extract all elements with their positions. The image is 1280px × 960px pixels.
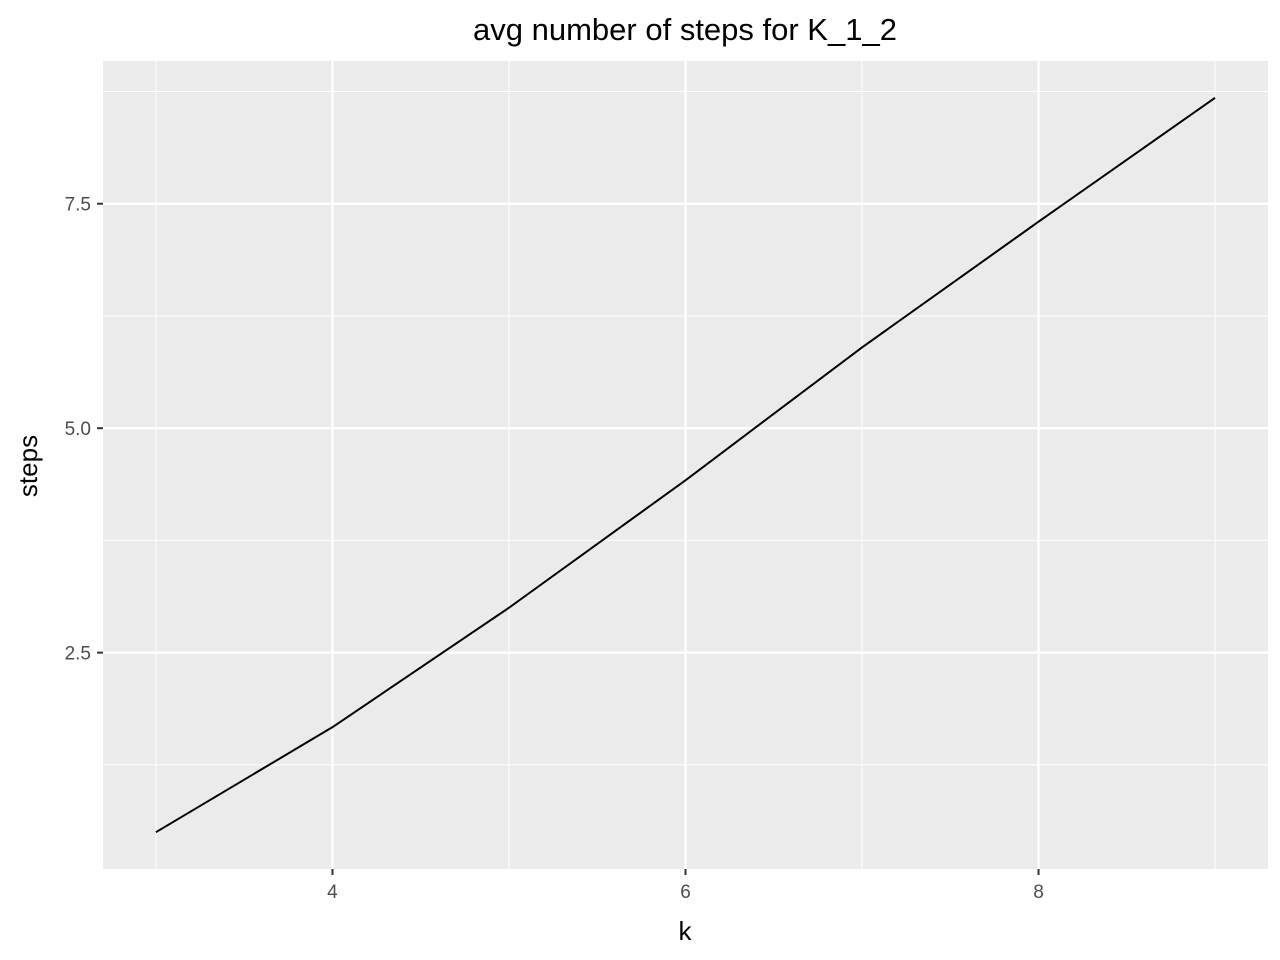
y-tick-label: 7.5 bbox=[65, 195, 91, 216]
x-axis: 4 6 8 bbox=[327, 869, 1044, 903]
major-gridlines bbox=[103, 61, 1268, 869]
y-axis-title: steps bbox=[13, 435, 43, 497]
chart-title: avg number of steps for K_1_2 bbox=[473, 12, 897, 47]
x-tick-label: 6 bbox=[680, 882, 691, 903]
y-axis: 2.5 5.0 7.5 bbox=[65, 195, 103, 665]
series-layer bbox=[155, 96, 1216, 834]
x-axis-title: k bbox=[679, 916, 693, 946]
series-line bbox=[155, 96, 1216, 834]
x-tick-label: 4 bbox=[327, 882, 338, 903]
x-tick-label: 8 bbox=[1033, 882, 1044, 903]
y-tick-label: 5.0 bbox=[65, 419, 91, 440]
y-tick-label: 2.5 bbox=[65, 644, 91, 665]
